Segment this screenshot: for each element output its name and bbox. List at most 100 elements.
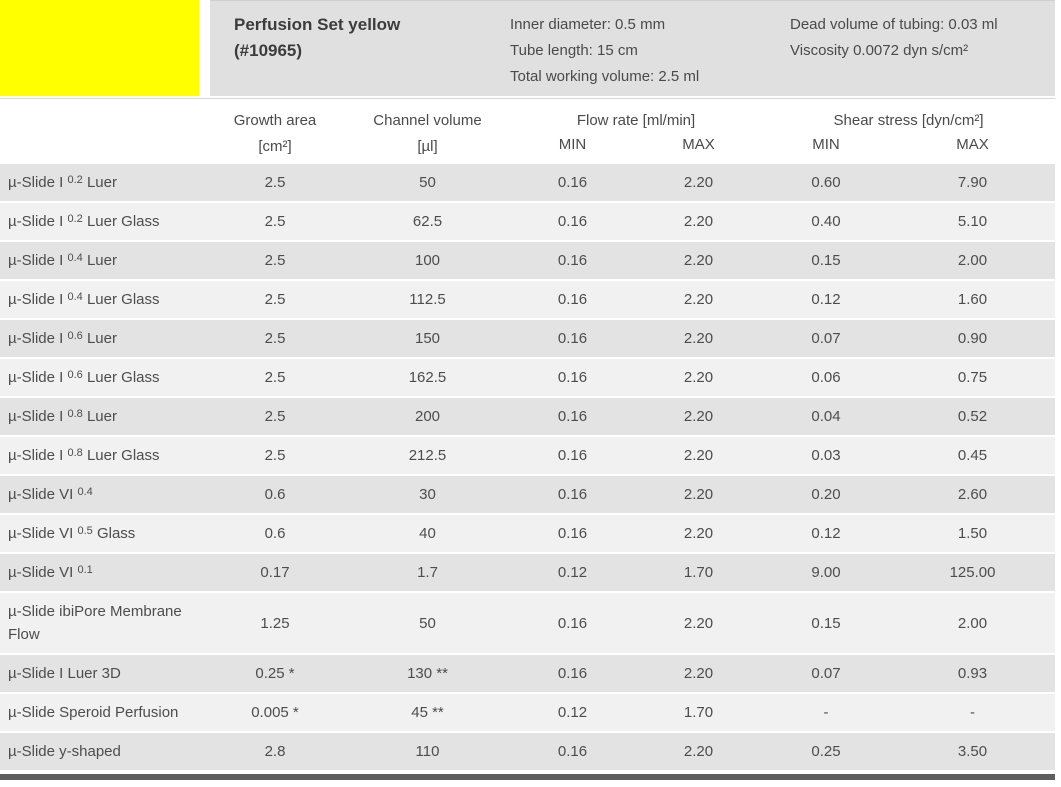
cell-channel-volume: 212.5 [345,436,510,476]
cell-shear-max: 7.90 [890,164,1056,203]
cell-flow-max: 2.20 [635,319,763,359]
spec-column-1: Inner diameter: 0.5 mm Tube length: 15 c… [510,12,790,90]
cell-channel-volume: 162.5 [345,358,510,398]
cell-shear-max: 1.50 [890,514,1056,554]
product-name-superscript: 0.2 [67,174,83,186]
product-name-text: µ-Slide I [8,369,68,386]
cell-shear-min: 0.03 [762,436,891,476]
cell-shear-max: 125.00 [890,553,1056,593]
cell-shear-min: 0.07 [762,654,891,694]
cell-flow-min: 0.12 [510,553,635,593]
table-row: µ-Slide VI 0.5 Glass 0.6 40 0.16 2.20 0.… [0,514,1056,554]
table-row: µ-Slide I Luer 3D 0.25 * 130 ** 0.16 2.2… [0,654,1056,694]
product-name-text: µ-Slide I [8,174,68,191]
table-row: µ-Slide Speroid Perfusion 0.005 * 45 ** … [0,693,1056,733]
product-name-suffix: Luer [82,174,117,191]
cell-flow-max: 2.20 [635,358,763,398]
product-name-text: µ-Slide VI [8,564,78,581]
cell-growth-area: 2.5 [205,241,345,281]
channel-volume-label: Channel volume [373,112,482,129]
cell-flow-max: 2.20 [635,436,763,476]
channel-volume-unit: [µl] [417,138,438,155]
cell-shear-max: 2.60 [890,475,1056,515]
cell-shear-max: 2.00 [890,592,1056,655]
product-name-text: µ-Slide y-shaped [8,743,121,760]
cell-flow-min: 0.16 [510,319,635,359]
cell-growth-area: 2.5 [205,436,345,476]
minmax-spacer [0,134,205,164]
cell-channel-volume: 150 [345,319,510,359]
product-name-suffix: Luer Glass [82,291,160,308]
table-row: µ-Slide I 0.8 Luer 2.5 200 0.16 2.20 0.0… [0,397,1056,437]
product-name-text: µ-Slide I [8,447,68,464]
table-row: µ-Slide y-shaped 2.8 110 0.16 2.20 0.25 … [0,732,1056,772]
cell-product-name: µ-Slide ibiPore Membrane Flow [0,592,205,655]
table-body: µ-Slide I 0.2 Luer 2.5 50 0.16 2.20 0.6 0… [0,164,1056,772]
cell-shear-min: 0.20 [762,475,891,515]
cell-product-name: µ-Slide I 0.8 Luer Glass [0,436,205,476]
table-header: Growth area [cm²] Channel volume [µl] Fl… [0,99,1056,164]
cell-channel-volume: 1.7 [345,553,510,593]
cell-product-name: µ-Slide I Luer 3D [0,654,205,694]
cell-channel-volume: 50 [345,592,510,655]
cell-product-name: µ-Slide VI 0.4 [0,475,205,515]
table-row: µ-Slide I 0.8 Luer Glass 2.5 212.5 0.16 … [0,436,1056,476]
header-divider [0,98,1055,99]
cell-growth-area: 0.25 * [205,654,345,694]
product-name-suffix: Luer Glass [82,369,160,386]
cell-channel-volume: 110 [345,732,510,772]
cell-shear-min: 0.06 [762,358,891,398]
cell-flow-min: 0.16 [510,164,635,203]
product-name-superscript: 0.4 [77,486,93,498]
cell-channel-volume: 130 ** [345,654,510,694]
cell-growth-area: 0.17 [205,553,345,593]
cell-flow-max: 2.20 [635,475,763,515]
product-name-suffix: Luer [82,408,117,425]
growth-area-unit: [cm²] [258,138,292,155]
shear-max-header: MAX [890,134,1056,164]
shear-stress-column-header: Shear stress [dyn/cm²] [762,99,1056,134]
spec-inner-diameter: Inner diameter: 0.5 mm [510,16,666,33]
product-name-superscript: 0.5 [77,525,93,537]
table-row: µ-Slide VI 0.4 0.6 30 0.16 2.20 0.20 2.6… [0,475,1056,515]
cell-growth-area: 2.5 [205,164,345,203]
product-name-suffix: Luer Glass [82,213,160,230]
product-name-text: µ-Slide Speroid Perfusion [8,704,179,721]
cell-channel-volume: 200 [345,397,510,437]
cell-flow-min: 0.12 [510,693,635,733]
cell-flow-max: 2.20 [635,732,763,772]
product-name-superscript: 0.8 [67,408,83,420]
table-header-minmax: MIN MAX MIN MAX [0,134,1056,164]
cell-shear-min: 9.00 [762,553,891,593]
cell-shear-min: 0.15 [762,592,891,655]
product-name-text: µ-Slide I Luer 3D [8,665,121,682]
cell-growth-area: 2.5 [205,280,345,320]
cell-shear-max: 0.52 [890,397,1056,437]
cell-shear-max: 0.75 [890,358,1056,398]
cell-shear-min: 0.15 [762,241,891,281]
cell-shear-max: 2.00 [890,241,1056,281]
cell-growth-area: 0.005 * [205,693,345,733]
cell-flow-min: 0.16 [510,592,635,655]
cell-product-name: µ-Slide Speroid Perfusion [0,693,205,733]
cell-flow-min: 0.16 [510,358,635,398]
product-name-superscript: 0.4 [67,252,83,264]
table-row: µ-Slide I 0.2 Luer Glass 2.5 62.5 0.16 2… [0,202,1056,242]
horizontal-scrollbar[interactable] [0,774,1055,780]
product-name-text: µ-Slide I [8,408,68,425]
cell-shear-min: - [762,693,891,733]
cell-product-name: µ-Slide I 0.6 Luer [0,319,205,359]
cell-growth-area: 2.5 [205,358,345,398]
cell-flow-min: 0.16 [510,397,635,437]
spec-working-volume: Total working volume: 2.5 ml [510,68,700,85]
cell-growth-area: 2.5 [205,202,345,242]
cell-flow-min: 0.16 [510,436,635,476]
cell-growth-area: 0.6 [205,475,345,515]
cell-growth-area: 1.25 [205,592,345,655]
table-row: µ-Slide I 0.6 Luer 2.5 150 0.16 2.20 0.0… [0,319,1056,359]
product-name-text: µ-Slide I [8,291,68,308]
spec-viscosity: Viscosity 0.0072 dyn s/cm² [790,42,969,59]
product-name-superscript: 0.6 [67,369,83,381]
table-row: µ-Slide I 0.6 Luer Glass 2.5 162.5 0.16 … [0,358,1056,398]
cell-flow-max: 2.20 [635,654,763,694]
